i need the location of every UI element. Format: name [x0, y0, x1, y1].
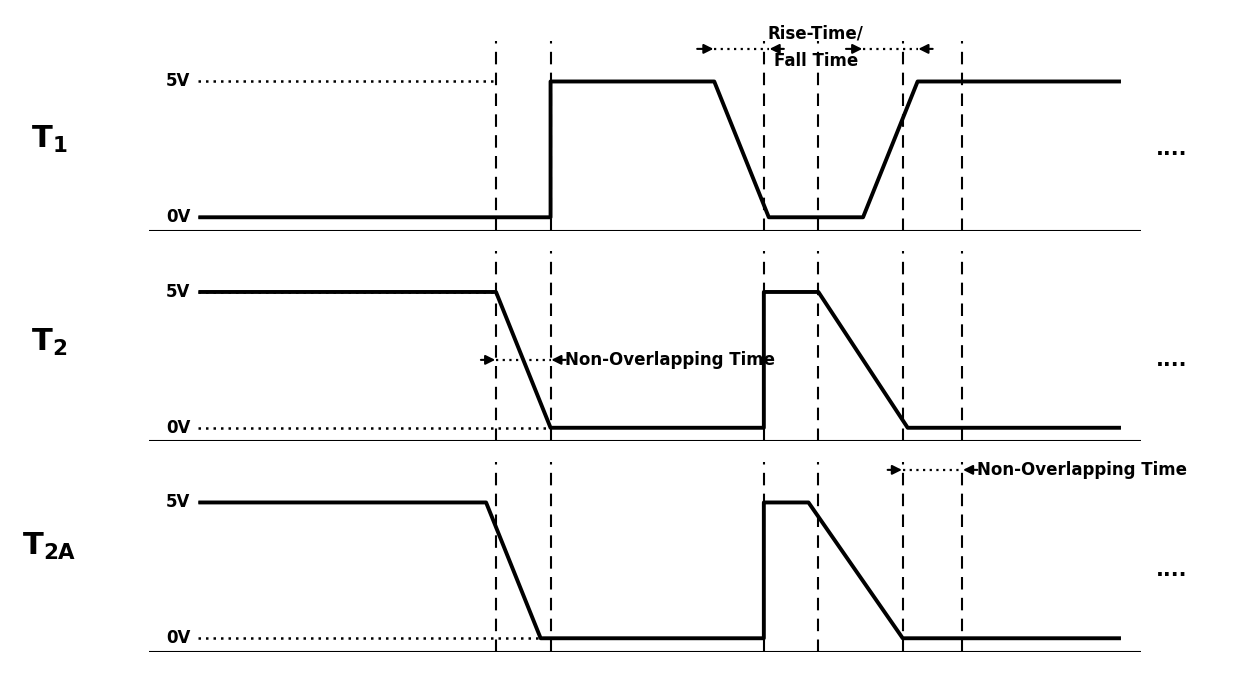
- Text: 0V: 0V: [166, 629, 191, 647]
- Text: ....: ....: [1156, 139, 1187, 160]
- Text: 5V: 5V: [166, 73, 191, 90]
- Text: Non-Overlapping Time: Non-Overlapping Time: [977, 461, 1187, 479]
- Text: Non-Overlapping Time: Non-Overlapping Time: [565, 351, 775, 369]
- Text: 0V: 0V: [166, 208, 191, 226]
- Text: Fall Time: Fall Time: [774, 52, 858, 70]
- Text: 5V: 5V: [166, 283, 191, 301]
- Text: $\mathbf{T_1}$: $\mathbf{T_1}$: [31, 124, 68, 155]
- Text: $\mathbf{T_{2A}}$: $\mathbf{T_{2A}}$: [22, 531, 77, 562]
- Text: ....: ....: [1156, 560, 1187, 581]
- Text: ....: ....: [1156, 350, 1187, 370]
- Text: $\mathbf{T_2}$: $\mathbf{T_2}$: [31, 327, 68, 359]
- Text: Rise-Time/: Rise-Time/: [768, 24, 864, 42]
- Text: 5V: 5V: [166, 494, 191, 511]
- Text: 0V: 0V: [166, 419, 191, 437]
